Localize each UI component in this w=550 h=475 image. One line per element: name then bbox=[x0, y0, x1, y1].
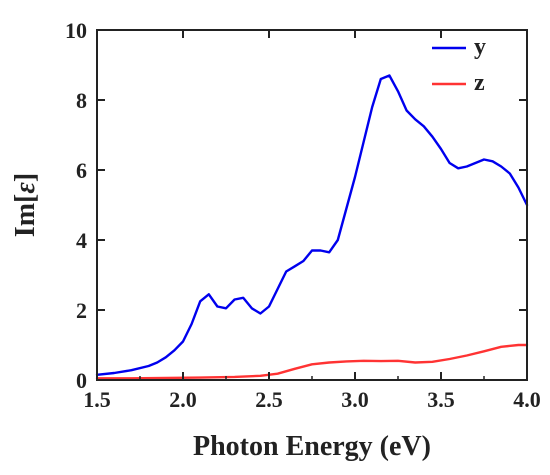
series-line-y bbox=[95, 74, 529, 376]
plot-frame bbox=[96, 29, 528, 381]
x-tick-label: 3.0 bbox=[341, 387, 369, 412]
y-tick-label: 6 bbox=[76, 158, 87, 183]
legend: yz bbox=[432, 34, 486, 96]
x-tick-label: 2.5 bbox=[255, 387, 283, 412]
y-tick-label: 10 bbox=[65, 18, 87, 43]
legend-label-y: y bbox=[474, 34, 486, 60]
series-line-z bbox=[95, 343, 529, 380]
y-tick-label: 8 bbox=[76, 88, 87, 113]
x-tick-label: 1.5 bbox=[83, 387, 111, 412]
axis-ticks: 1.5 2.0 2.5 3.0 3.5 4.0 0 2 4 6 8 10 bbox=[65, 18, 541, 412]
x-tick-label: 2.0 bbox=[169, 387, 197, 412]
y-tick-label: 0 bbox=[76, 368, 87, 393]
x-tick-label: 3.5 bbox=[427, 387, 455, 412]
y-axis-title: Im[ε] bbox=[10, 173, 41, 237]
series-lines bbox=[95, 74, 529, 380]
y-tick-label: 4 bbox=[76, 228, 87, 253]
y-tick-label: 2 bbox=[76, 298, 87, 323]
legend-label-z: z bbox=[474, 70, 485, 96]
x-tick-label: 4.0 bbox=[513, 387, 541, 412]
y-axis-title-prefix: Im[ bbox=[10, 194, 41, 238]
y-axis-title-symbol: ε bbox=[10, 182, 41, 194]
x-axis-title: Photon Energy (eV) bbox=[193, 431, 431, 462]
y-axis-title-suffix: ] bbox=[10, 173, 41, 182]
